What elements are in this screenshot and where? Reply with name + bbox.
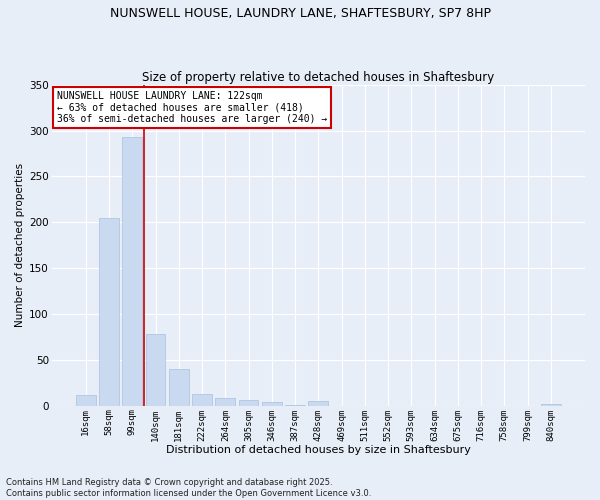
Bar [169, 369, 189, 406]
Y-axis label: Number of detached properties: Number of detached properties [15, 163, 25, 328]
Bar [308, 401, 328, 406]
Bar [239, 400, 259, 406]
Bar [262, 402, 282, 406]
X-axis label: Distribution of detached houses by size in Shaftesbury: Distribution of detached houses by size … [166, 445, 471, 455]
Title: Size of property relative to detached houses in Shaftesbury: Size of property relative to detached ho… [142, 70, 494, 84]
Bar [192, 394, 212, 406]
Bar [76, 395, 96, 406]
Text: NUNSWELL HOUSE LAUNDRY LANE: 122sqm
← 63% of detached houses are smaller (418)
3: NUNSWELL HOUSE LAUNDRY LANE: 122sqm ← 63… [57, 91, 327, 124]
Bar [215, 398, 235, 406]
Bar [146, 334, 166, 406]
Text: Contains HM Land Registry data © Crown copyright and database right 2025.
Contai: Contains HM Land Registry data © Crown c… [6, 478, 371, 498]
Bar [285, 405, 305, 406]
Bar [99, 218, 119, 406]
Bar [122, 137, 142, 406]
Text: NUNSWELL HOUSE, LAUNDRY LANE, SHAFTESBURY, SP7 8HP: NUNSWELL HOUSE, LAUNDRY LANE, SHAFTESBUR… [110, 8, 491, 20]
Bar [541, 404, 561, 406]
